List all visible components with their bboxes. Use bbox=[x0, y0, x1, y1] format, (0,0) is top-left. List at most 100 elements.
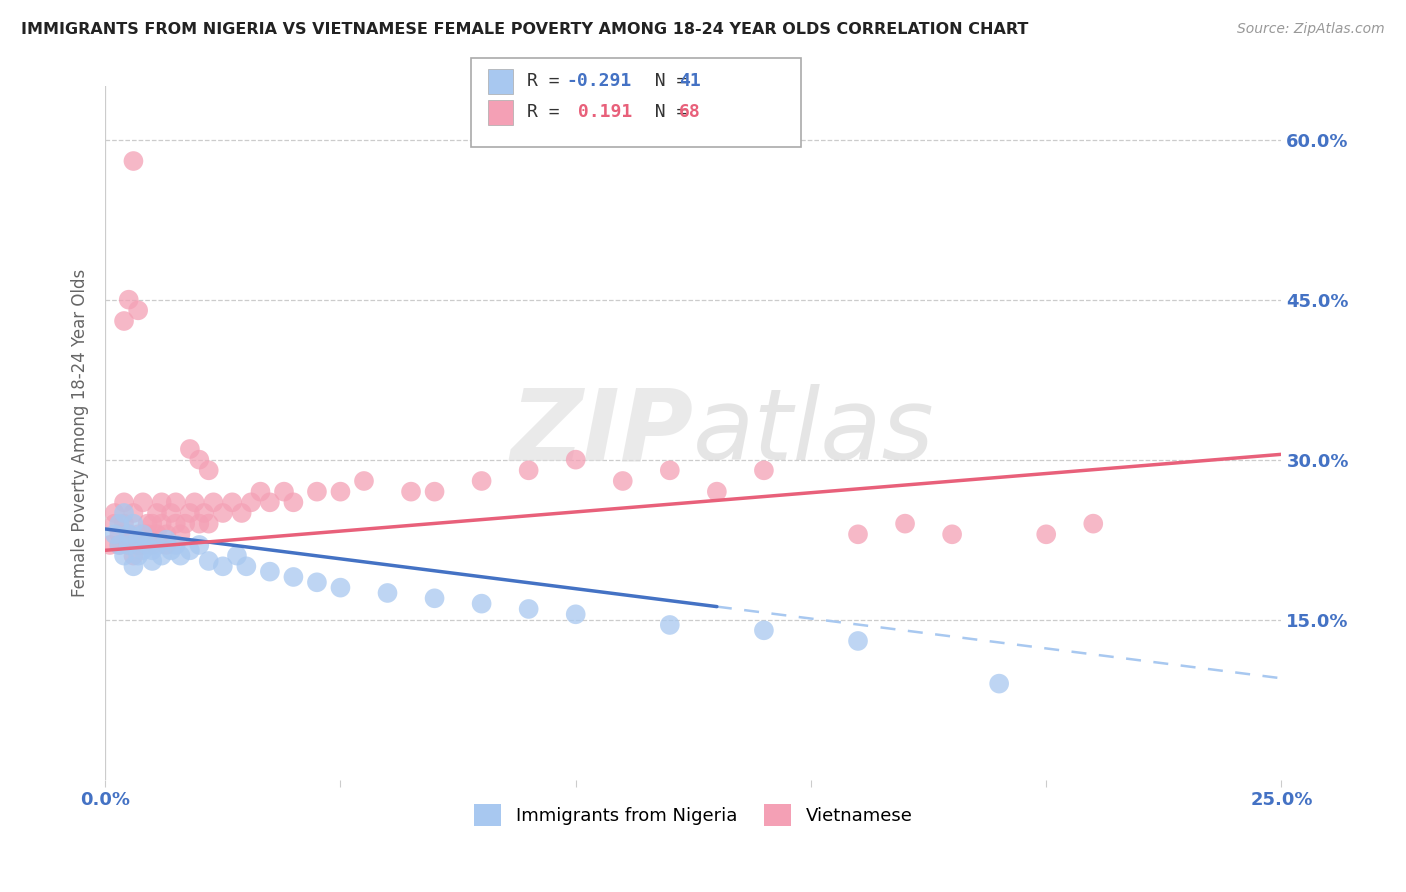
Point bbox=[752, 624, 775, 638]
Point bbox=[112, 549, 135, 563]
Point bbox=[155, 538, 177, 552]
Point bbox=[283, 495, 305, 509]
Text: Source: ZipAtlas.com: Source: ZipAtlas.com bbox=[1237, 22, 1385, 37]
Point bbox=[112, 314, 135, 328]
Point bbox=[377, 586, 399, 600]
Point bbox=[846, 634, 869, 648]
Point bbox=[132, 538, 155, 552]
Point bbox=[127, 549, 149, 563]
Point bbox=[122, 559, 145, 574]
Text: R =: R = bbox=[527, 72, 571, 90]
Point bbox=[188, 516, 211, 531]
Point bbox=[179, 506, 201, 520]
Point bbox=[658, 463, 681, 477]
Point bbox=[846, 527, 869, 541]
Point bbox=[353, 474, 375, 488]
Point bbox=[988, 676, 1011, 690]
Point bbox=[118, 538, 141, 552]
Point bbox=[127, 527, 149, 541]
Point bbox=[658, 618, 681, 632]
Point bbox=[169, 549, 191, 563]
Point bbox=[104, 516, 127, 531]
Text: atlas: atlas bbox=[693, 384, 935, 482]
Point bbox=[197, 463, 219, 477]
Point bbox=[141, 554, 163, 568]
Point bbox=[179, 543, 201, 558]
Point bbox=[118, 527, 141, 541]
Point bbox=[141, 543, 163, 558]
Point bbox=[197, 516, 219, 531]
Point bbox=[183, 495, 205, 509]
Point bbox=[211, 506, 233, 520]
Text: IMMIGRANTS FROM NIGERIA VS VIETNAMESE FEMALE POVERTY AMONG 18-24 YEAR OLDS CORRE: IMMIGRANTS FROM NIGERIA VS VIETNAMESE FE… bbox=[21, 22, 1028, 37]
Text: ZIP: ZIP bbox=[510, 384, 693, 482]
Point bbox=[165, 516, 187, 531]
Point bbox=[249, 484, 271, 499]
Point bbox=[146, 527, 169, 541]
Point bbox=[150, 516, 173, 531]
Text: N =: N = bbox=[633, 72, 697, 90]
Point bbox=[423, 484, 446, 499]
Point bbox=[118, 538, 141, 552]
Point bbox=[132, 543, 155, 558]
Point bbox=[122, 516, 145, 531]
Point bbox=[612, 474, 634, 488]
Point bbox=[564, 452, 586, 467]
Point bbox=[471, 474, 494, 488]
Point bbox=[108, 538, 131, 552]
Point bbox=[193, 506, 215, 520]
Point bbox=[122, 549, 145, 563]
Point bbox=[118, 293, 141, 307]
Point bbox=[179, 442, 201, 456]
Text: -0.291: -0.291 bbox=[567, 72, 631, 90]
Point bbox=[231, 506, 253, 520]
Point bbox=[104, 527, 127, 541]
Point bbox=[165, 538, 187, 552]
Point bbox=[235, 559, 257, 574]
Point bbox=[202, 495, 225, 509]
Point bbox=[305, 484, 328, 499]
Point bbox=[132, 495, 155, 509]
Point bbox=[141, 516, 163, 531]
Point bbox=[150, 549, 173, 563]
Point bbox=[122, 506, 145, 520]
Point bbox=[259, 565, 281, 579]
Point bbox=[104, 506, 127, 520]
Point bbox=[423, 591, 446, 606]
Point bbox=[108, 538, 131, 552]
Point bbox=[174, 516, 197, 531]
Point bbox=[112, 506, 135, 520]
Point bbox=[752, 463, 775, 477]
Point bbox=[283, 570, 305, 584]
Point bbox=[894, 516, 917, 531]
Point bbox=[517, 602, 540, 616]
Point bbox=[160, 506, 183, 520]
Point bbox=[146, 538, 169, 552]
Text: 68: 68 bbox=[679, 103, 700, 121]
Point bbox=[98, 538, 121, 552]
Point bbox=[211, 559, 233, 574]
Point bbox=[155, 527, 177, 541]
Point bbox=[1083, 516, 1105, 531]
Point bbox=[169, 527, 191, 541]
Point bbox=[108, 516, 131, 531]
Point bbox=[188, 452, 211, 467]
Point bbox=[146, 506, 169, 520]
Point bbox=[471, 597, 494, 611]
Point bbox=[240, 495, 263, 509]
Point bbox=[141, 538, 163, 552]
Point bbox=[941, 527, 963, 541]
Point bbox=[112, 495, 135, 509]
Point bbox=[132, 527, 155, 541]
Text: R =: R = bbox=[527, 103, 571, 121]
Point bbox=[112, 516, 135, 531]
Point bbox=[150, 495, 173, 509]
Point bbox=[399, 484, 422, 499]
Point bbox=[122, 154, 145, 169]
Point bbox=[160, 543, 183, 558]
Point bbox=[118, 527, 141, 541]
Text: N =: N = bbox=[633, 103, 697, 121]
Point bbox=[1035, 527, 1057, 541]
Point bbox=[197, 554, 219, 568]
Point bbox=[517, 463, 540, 477]
